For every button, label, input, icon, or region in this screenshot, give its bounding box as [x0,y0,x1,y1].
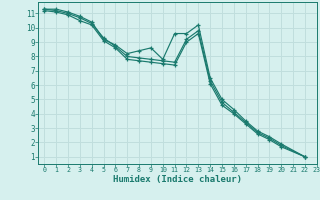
X-axis label: Humidex (Indice chaleur): Humidex (Indice chaleur) [113,175,242,184]
